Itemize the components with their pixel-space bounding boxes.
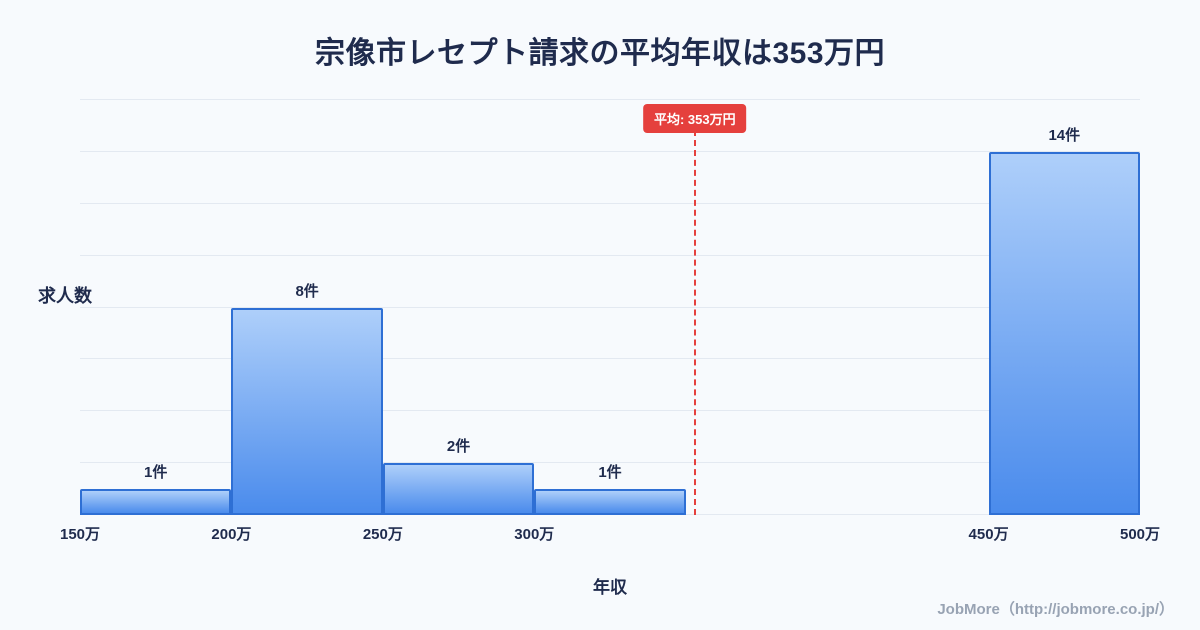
y-axis-label: 求人数: [38, 286, 92, 306]
gridline: [80, 462, 1140, 464]
average-line: [693, 130, 696, 515]
bar-value-label: 14件: [1048, 126, 1081, 144]
gridline: [80, 254, 1140, 256]
x-tick-label: 500万: [1119, 526, 1161, 543]
x-tick-label: 250万: [362, 526, 403, 543]
histogram-bar: [80, 489, 232, 515]
bar-value-label: 1件: [144, 464, 168, 482]
bar-value-label: 2件: [446, 438, 471, 456]
gridline: [80, 150, 1140, 152]
bar-value-label: 1件: [598, 464, 622, 482]
x-tick-label: 450万: [968, 526, 1009, 543]
gridline: [80, 99, 1140, 100]
histogram-bar: [382, 463, 535, 515]
histogram-bar: [988, 151, 1140, 515]
chart-title: 宗像市レセプト請求の平均年収は353万円: [314, 37, 886, 70]
footer-credit: JobMore（http://jobmore.co.jp/）: [937, 601, 1174, 618]
gridline: [80, 358, 1140, 360]
x-axis-ticks: 150万 200万 250万 300万 450万 500万: [60, 523, 1160, 545]
histogram-bar: [231, 307, 383, 515]
x-tick-label: 150万: [59, 526, 101, 543]
x-axis-label: 年収: [593, 578, 627, 597]
plot-area: 1件 8件 2件 1件 14件 平均: 353万円: [80, 99, 1140, 515]
bar-value-label: 8件: [295, 282, 319, 300]
gridline: [80, 202, 1140, 204]
histogram-bar: [534, 489, 686, 515]
average-badge: 平均: 353万円: [642, 104, 747, 133]
gridline: [80, 410, 1140, 412]
x-tick-label: 200万: [211, 526, 252, 543]
x-tick-label: 300万: [514, 526, 555, 543]
gridline: [80, 306, 1140, 308]
